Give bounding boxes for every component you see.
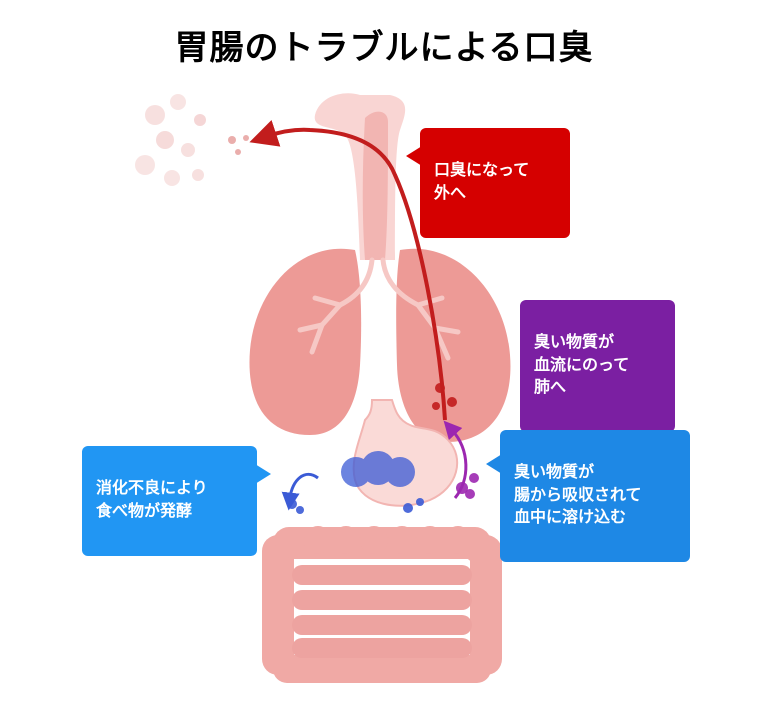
trachea — [315, 93, 405, 260]
callout-bloodstream-lung: 臭い物質が 血流にのって 肺へ — [520, 300, 675, 432]
callout-text: 臭い物質が 血流にのって 肺へ — [534, 334, 629, 396]
callout-text: 臭い物質が 腸から吸収されて 血中に溶け込む — [514, 464, 642, 526]
callout-text: 口臭になって 外へ — [434, 162, 529, 201]
callout-tail — [255, 464, 271, 484]
small-intestine — [302, 575, 462, 648]
callout-breath-out: 口臭になって 外へ — [420, 128, 570, 238]
callout-fermentation: 消化不良により 食べ物が発酵 — [82, 446, 257, 556]
breath-particles — [135, 94, 249, 186]
callout-tail — [406, 146, 422, 166]
callout-tail — [486, 454, 502, 474]
callout-text: 消化不良により 食べ物が発酵 — [96, 480, 208, 519]
callout-intestine-absorb: 臭い物質が 腸から吸収されて 血中に溶け込む — [500, 430, 690, 562]
diagram-title: 胃腸のトラブルによる口臭 — [0, 20, 768, 69]
